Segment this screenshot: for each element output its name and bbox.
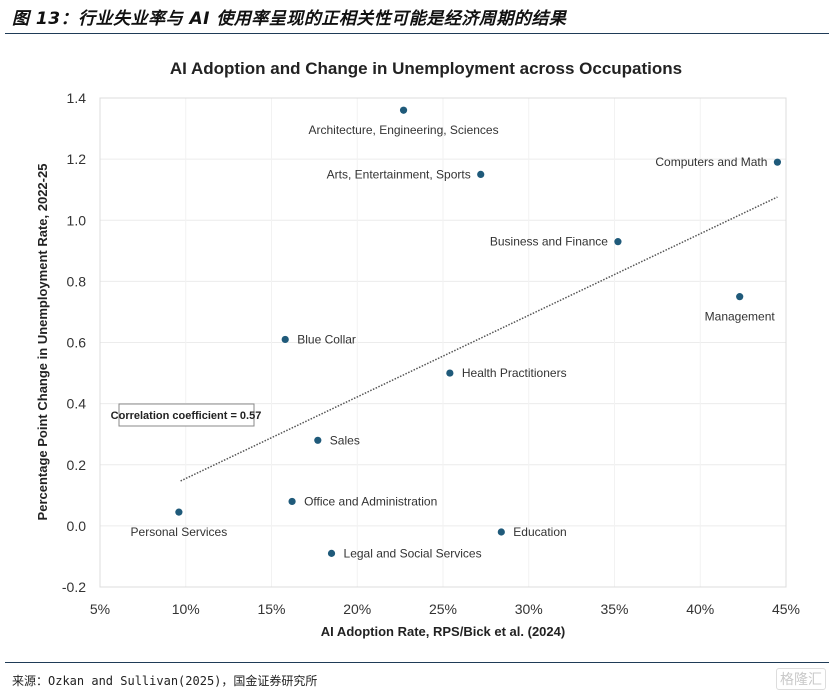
- data-point: [327, 549, 336, 557]
- data-point-label: Computers and Math: [655, 155, 767, 169]
- y-tick-label: 1.0: [67, 212, 87, 228]
- x-axis-ticks: 5% 10% 15% 20% 25% 30% 35% 40% 45%: [90, 601, 800, 617]
- y-tick-label: 0.4: [67, 396, 87, 412]
- x-axis-label: AI Adoption Rate, RPS/Bick et al. (2024): [321, 624, 565, 639]
- data-point: [281, 335, 289, 344]
- data-point-label: Personal Services: [131, 525, 228, 539]
- x-tick-label: 35%: [600, 601, 628, 617]
- y-axis-ticks: -0.2 0.0 0.2 0.4 0.6 0.8 1.0 1.2 1.4: [62, 90, 86, 595]
- y-tick-label: 0.6: [67, 335, 87, 351]
- data-point-label: Sales: [330, 433, 360, 447]
- x-tick-label: 20%: [343, 601, 371, 617]
- plot-border: [99, 97, 787, 588]
- y-tick-label: 0.2: [67, 457, 87, 473]
- x-tick-label: 40%: [686, 601, 714, 617]
- y-tick-label: 0.0: [67, 518, 87, 534]
- correlation-annotation: Correlation coefficient = 0.57: [111, 403, 262, 427]
- scatter-chart: AI Adoption and Change in Unemployment a…: [35, 59, 800, 639]
- correlation-text: Correlation coefficient = 0.57: [111, 410, 262, 422]
- data-point-label: Health Practitioners: [462, 366, 567, 380]
- data-point-label: Architecture, Engineering, Sciences: [309, 123, 499, 137]
- gridlines: [99, 97, 787, 588]
- y-axis-label: Percentage Point Change in Unemployment …: [35, 164, 50, 521]
- y-tick-label: 1.4: [67, 90, 87, 106]
- data-point: [446, 369, 454, 377]
- data-point-label: Blue Collar: [297, 332, 356, 346]
- data-point: [736, 293, 744, 301]
- chart-title: AI Adoption and Change in Unemployment a…: [170, 59, 682, 78]
- y-tick-label: 1.2: [67, 151, 87, 167]
- x-tick-label: 15%: [257, 601, 285, 617]
- data-point: [497, 528, 505, 536]
- x-tick-label: 25%: [429, 601, 457, 617]
- data-point-label: Education: [513, 525, 566, 539]
- top-divider: [5, 33, 829, 34]
- x-tick-label: 45%: [772, 601, 800, 617]
- data-point: [288, 497, 296, 506]
- data-point-label: Legal and Social Services: [344, 546, 482, 560]
- trendline-path: [180, 196, 778, 482]
- data-point: [477, 170, 485, 179]
- y-tick-label: -0.2: [62, 579, 86, 595]
- figure-title: 图 13：行业失业率与 AI 使用率呈现的正相关性可能是经济周期的结果: [12, 9, 567, 29]
- data-point: [614, 238, 622, 246]
- data-point-label: Arts, Entertainment, Sports: [327, 167, 471, 181]
- x-tick-label: 10%: [172, 601, 200, 617]
- source-note: 来源：Ozkan and Sullivan(2025)，国金证券研究所: [12, 674, 318, 688]
- data-point-label: Management: [705, 310, 776, 324]
- x-tick-label: 5%: [90, 601, 110, 617]
- data-point: [314, 436, 322, 444]
- correlation-box: [118, 403, 255, 427]
- data-point-label: Business and Finance: [490, 235, 608, 249]
- data-points: Architecture, Engineering, Sciences Arts,…: [131, 106, 782, 560]
- data-point: [399, 106, 408, 114]
- data-point: [175, 508, 183, 516]
- watermark-logo: 格隆汇: [776, 668, 826, 690]
- data-point: [773, 158, 782, 166]
- trendline: [180, 196, 778, 482]
- data-point-label: Office and Administration: [304, 494, 437, 508]
- bottom-divider: [5, 662, 829, 663]
- y-tick-label: 0.8: [67, 273, 87, 289]
- x-tick-label: 30%: [515, 601, 543, 617]
